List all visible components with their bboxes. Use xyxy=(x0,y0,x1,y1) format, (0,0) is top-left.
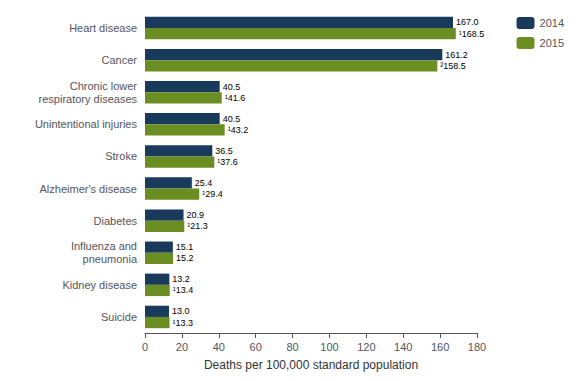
svg-text:60: 60 xyxy=(250,341,262,353)
svg-text:36.5: 36.5 xyxy=(215,146,233,156)
svg-text:2015: 2015 xyxy=(540,37,564,49)
svg-text:¹37.6: ¹37.6 xyxy=(217,157,238,167)
svg-text:2014: 2014 xyxy=(540,17,564,29)
svg-text:160: 160 xyxy=(431,341,449,353)
svg-text:¹43.2: ¹43.2 xyxy=(228,125,249,135)
svg-text:respiratory diseases: respiratory diseases xyxy=(39,93,138,105)
svg-text:15.2: 15.2 xyxy=(176,253,194,263)
svg-text:Deaths per 100,000 standard po: Deaths per 100,000 standard population xyxy=(204,358,418,372)
svg-text:Unintentional injuries: Unintentional injuries xyxy=(35,118,138,130)
svg-text:¹29.4: ¹29.4 xyxy=(202,189,223,199)
svg-text:20.9: 20.9 xyxy=(187,210,205,220)
svg-text:180: 180 xyxy=(468,341,486,353)
svg-text:20: 20 xyxy=(176,341,188,353)
svg-text:40.5: 40.5 xyxy=(223,82,241,92)
svg-text:Influenza and: Influenza and xyxy=(71,240,137,252)
svg-text:¹13.3: ¹13.3 xyxy=(173,318,194,328)
svg-text:80: 80 xyxy=(286,341,298,353)
svg-text:40: 40 xyxy=(213,341,225,353)
svg-text:Alzheimer's disease: Alzheimer's disease xyxy=(40,183,137,195)
svg-text:¹168.5: ¹168.5 xyxy=(459,29,485,39)
svg-text:25.4: 25.4 xyxy=(195,178,213,188)
svg-text:13.2: 13.2 xyxy=(172,274,190,284)
svg-text:Stroke: Stroke xyxy=(105,150,137,162)
svg-text:²158.5: ²158.5 xyxy=(440,61,466,71)
svg-text:¹13.4: ¹13.4 xyxy=(173,285,194,295)
svg-text:Diabetes: Diabetes xyxy=(94,215,138,227)
svg-text:Kidney disease: Kidney disease xyxy=(62,279,137,291)
svg-text:Cancer: Cancer xyxy=(102,54,138,66)
svg-text:Heart disease: Heart disease xyxy=(69,22,137,34)
svg-text:Chronic lower: Chronic lower xyxy=(70,80,138,92)
svg-text:40.5: 40.5 xyxy=(223,114,241,124)
svg-text:120: 120 xyxy=(357,341,375,353)
svg-text:140: 140 xyxy=(394,341,412,353)
svg-text:15.1: 15.1 xyxy=(176,242,194,252)
svg-text:0: 0 xyxy=(142,341,148,353)
svg-text:Suicide: Suicide xyxy=(101,311,137,323)
svg-text:100: 100 xyxy=(320,341,338,353)
svg-text:13.0: 13.0 xyxy=(172,306,190,316)
svg-text:¹21.3: ¹21.3 xyxy=(187,221,208,231)
svg-text:167.0: 167.0 xyxy=(456,17,479,27)
svg-text:pneumonia: pneumonia xyxy=(83,253,138,265)
svg-text:¹41.6: ¹41.6 xyxy=(225,93,246,103)
svg-text:161.2: 161.2 xyxy=(445,50,468,60)
